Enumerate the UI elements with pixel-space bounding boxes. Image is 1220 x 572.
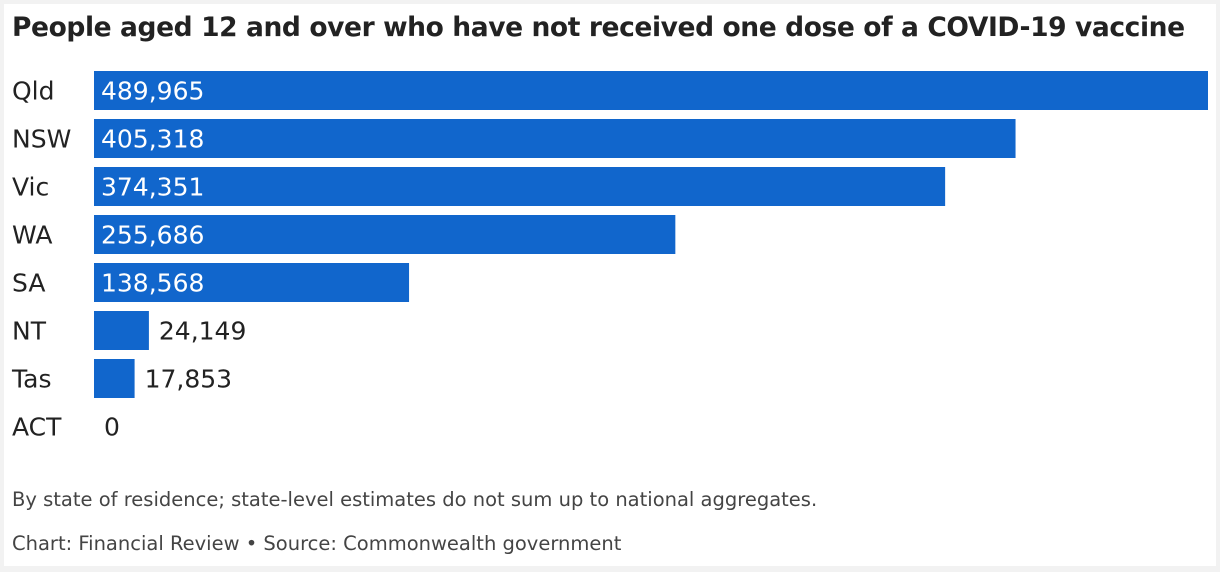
bar-qld bbox=[94, 71, 1208, 110]
category-label-vic: Vic bbox=[12, 173, 49, 202]
category-label-wa: WA bbox=[12, 221, 52, 250]
value-label-qld: 489,965 bbox=[101, 77, 204, 106]
bar-nsw bbox=[94, 119, 1016, 158]
value-label-nsw: 405,318 bbox=[101, 125, 204, 154]
bar-vic bbox=[94, 167, 946, 206]
bar-sa bbox=[94, 263, 410, 302]
chart-note: By state of residence; state-level estim… bbox=[12, 488, 818, 511]
value-label-tas: 17,853 bbox=[145, 365, 232, 394]
chart-title: People aged 12 and over who have not rec… bbox=[12, 12, 1185, 43]
bars-layer: Qld 489,965 NSW 405,318 Vic 374,351 WA 255,686 S… bbox=[11, 71, 1208, 442]
value-label-act: 0 bbox=[104, 413, 120, 442]
value-label-wa: 255,686 bbox=[101, 221, 204, 250]
bar-tas bbox=[94, 359, 135, 398]
category-label-nsw: NSW bbox=[12, 125, 71, 154]
category-label-act: ACT bbox=[12, 413, 62, 442]
chart-credit: Chart: Financial Review • Source: Common… bbox=[12, 532, 622, 555]
bar-wa bbox=[94, 215, 676, 254]
bar-chart: Qld 489,965 NSW 405,318 Vic 374,351 WA 255,686 S… bbox=[11, 71, 1208, 442]
value-label-sa: 138,568 bbox=[101, 269, 204, 298]
value-label-vic: 374,351 bbox=[101, 173, 204, 202]
bar-nt bbox=[94, 311, 149, 350]
category-label-qld: Qld bbox=[12, 77, 55, 106]
category-label-tas: Tas bbox=[11, 365, 51, 394]
category-label-nt: NT bbox=[12, 317, 47, 346]
category-label-sa: SA bbox=[12, 269, 45, 298]
value-label-nt: 24,149 bbox=[159, 317, 246, 346]
